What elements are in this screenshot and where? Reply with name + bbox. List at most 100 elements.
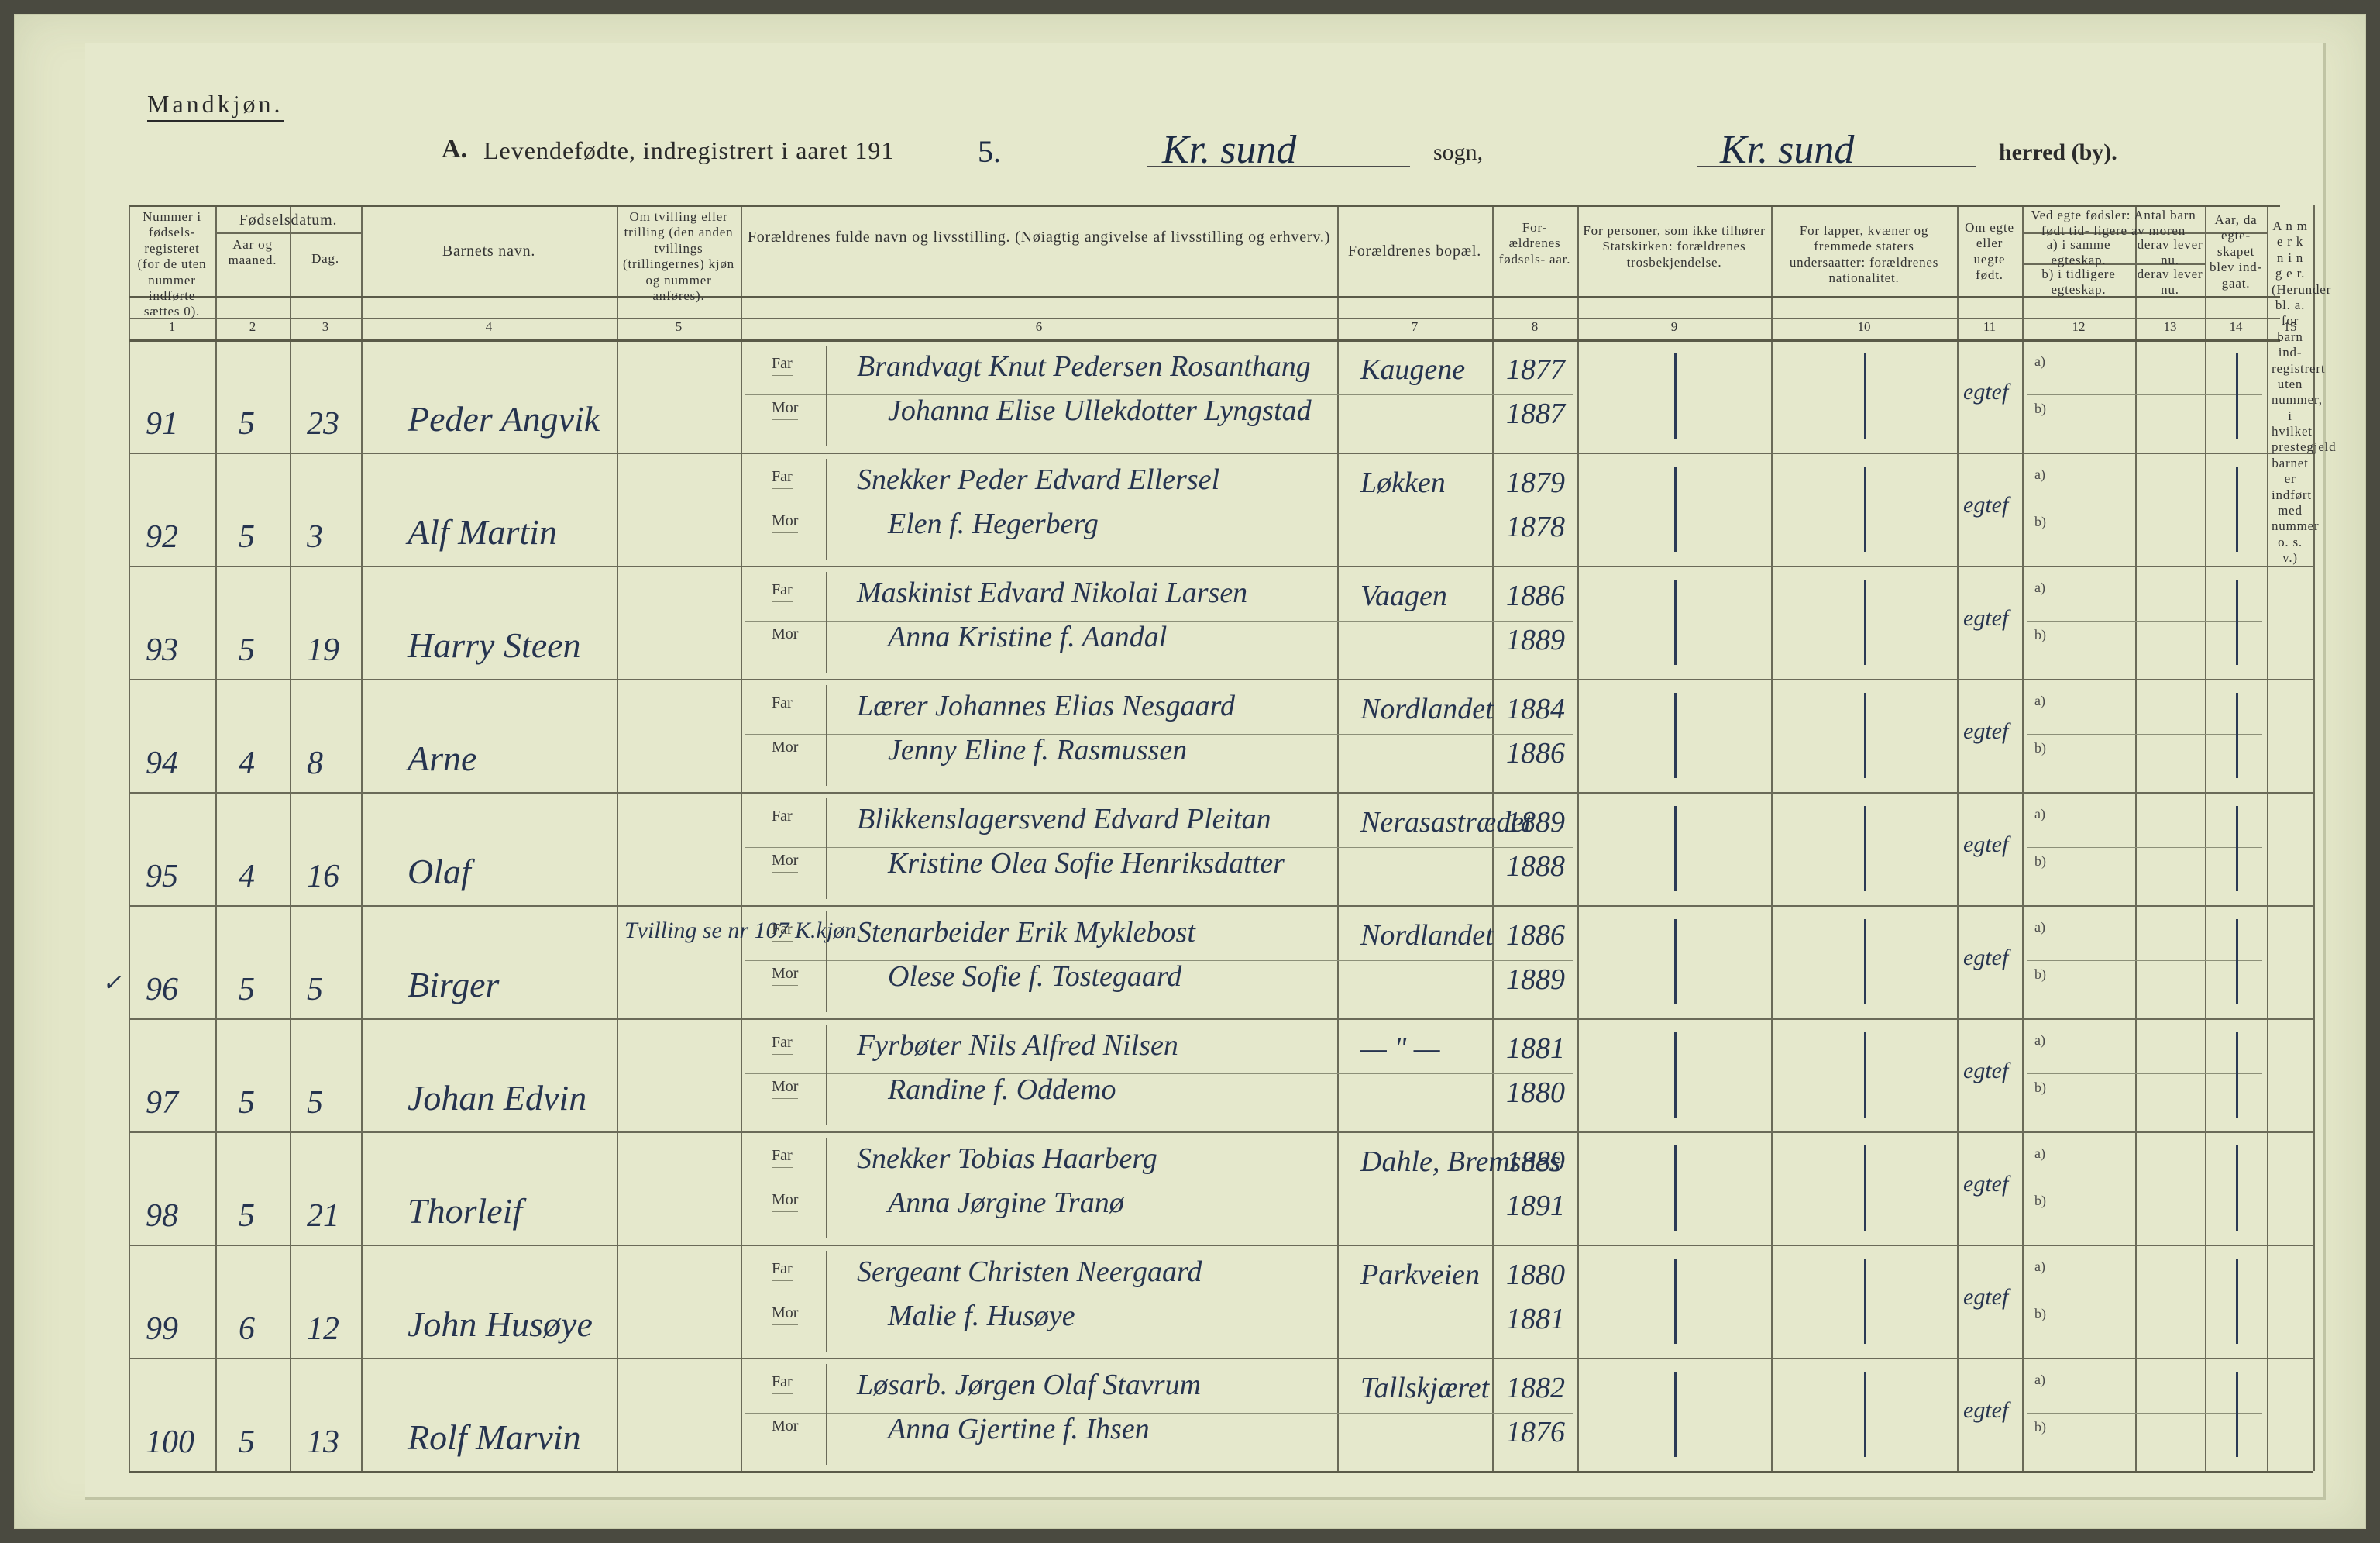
ab-label: b): [2034, 627, 2046, 643]
farmor-label: Far: [772, 694, 793, 715]
handwritten-value: 5: [239, 1087, 255, 1119]
handwritten-value: 5: [239, 521, 255, 553]
col-header: derav lever nu.: [2137, 267, 2203, 293]
handwritten-value: 1889: [1506, 625, 1565, 655]
col-header: Forældrenes fulde navn og livsstilling. …: [741, 228, 1337, 274]
ab-label: b): [2034, 1306, 2046, 1322]
handwritten-value: 19: [307, 634, 339, 666]
ab-label: a): [2034, 1032, 2045, 1049]
handwritten-value: egtef: [1963, 720, 2008, 743]
col-header: For- ældrenes fødsels- aar.: [1495, 220, 1574, 296]
gender-label: Mandkjøn.: [147, 90, 284, 122]
handwritten-value: 16: [307, 860, 339, 893]
farmor-label: Far: [772, 355, 793, 376]
handwritten-value: 1881: [1506, 1304, 1565, 1334]
scan-background: Mandkjøn. A. Levendefødte, indregistrert…: [14, 14, 2366, 1529]
handwritten-value: John Husøye: [408, 1307, 593, 1342]
handwritten-value: 1880: [1506, 1078, 1565, 1107]
col-number: 1: [129, 319, 215, 335]
col-number: 8: [1492, 319, 1577, 335]
handwritten-value: 1881: [1506, 1034, 1565, 1063]
col-number: 9: [1577, 319, 1771, 335]
handwritten-value: Arne: [408, 741, 476, 777]
handwritten-value: Fyrbøter Nils Alfred Nilsen: [857, 1031, 1178, 1060]
handwritten-value: 5: [307, 973, 323, 1006]
col-header: derav lever nu.: [2137, 237, 2203, 263]
ab-label: a): [2034, 1259, 2045, 1275]
handwritten-value: 1878: [1506, 512, 1565, 542]
handwritten-value: 1886: [1506, 921, 1565, 950]
handwritten-value: 1887: [1506, 399, 1565, 429]
handwritten-value: 95: [146, 860, 178, 893]
title-letter: A.: [442, 135, 467, 164]
handwritten-value: Anna Kristine f. Aandal: [888, 622, 1167, 652]
handwritten-value: Parkveien: [1360, 1260, 1480, 1290]
col-header: b) i tidligere egteskap.: [2024, 267, 2134, 293]
handwritten-value: egtef: [1963, 607, 2008, 630]
handwritten-value: 1891: [1506, 1191, 1565, 1221]
handwritten-value: — " —: [1360, 1034, 1440, 1063]
col-header: Om egte eller uegte født.: [1959, 220, 2021, 296]
herred-label: herred (by).: [1999, 139, 2117, 166]
handwritten-value: 100: [146, 1426, 194, 1459]
handwritten-value: Nordlandet: [1360, 694, 1494, 724]
ab-label: a): [2034, 580, 2045, 596]
handwritten-value: egtef: [1963, 1059, 2008, 1083]
handwritten-value: 1889: [1506, 1147, 1565, 1176]
handwritten-value: Sergeant Christen Neergaard: [857, 1257, 1202, 1286]
farmor-label: Mor: [772, 852, 798, 873]
col-number: 14: [2205, 319, 2267, 335]
col-number: 10: [1771, 319, 1957, 335]
handwritten-value: 5: [239, 1200, 255, 1232]
col-number: 15: [2267, 319, 2313, 335]
col-number: 13: [2135, 319, 2205, 335]
handwritten-value: 4: [239, 860, 255, 893]
col-header: a) i samme egteskap.: [2024, 237, 2134, 263]
ab-label: b): [2034, 740, 2046, 756]
farmor-label: Far: [772, 808, 793, 828]
handwritten-value: egtef: [1963, 946, 2008, 970]
handwritten-value: Rolf Marvin: [408, 1420, 581, 1455]
handwritten-value: Alf Martin: [408, 515, 557, 550]
handwritten-value: Anna Jørgine Tranø: [888, 1188, 1124, 1218]
handwritten-value: 13: [307, 1426, 339, 1459]
title-line: A. Levendefødte, indregistrert i aaret 1…: [85, 135, 2323, 181]
ab-label: a): [2034, 1145, 2045, 1162]
handwritten-value: Olese Sofie f. Tostegaard: [888, 962, 1181, 991]
handwritten-value: 1889: [1506, 808, 1565, 837]
col-number: 11: [1957, 319, 2022, 335]
farmor-label: Mor: [772, 625, 798, 646]
handwritten-value: 12: [307, 1313, 339, 1345]
title-main: Levendefødte, indregistrert i aaret 191: [483, 136, 894, 165]
handwritten-value: 1889: [1506, 965, 1565, 994]
title-year-suffix: 5.: [978, 133, 1001, 170]
handwritten-value: 93: [146, 634, 178, 666]
col-header: Ved egte fødsler: Antal barn født tid- l…: [2024, 208, 2203, 231]
col-header: Barnets navn.: [361, 242, 617, 265]
handwritten-value: 6: [239, 1313, 255, 1345]
handwritten-value: Tvilling se nr 107 K.kjøn: [624, 919, 856, 942]
col-header: Aar og maaned.: [218, 237, 287, 293]
handwritten-value: 96: [146, 973, 178, 1006]
farmor-label: Mor: [772, 1078, 798, 1099]
ab-label: b): [2034, 1193, 2046, 1209]
ab-label: b): [2034, 966, 2046, 983]
farmor-label: Far: [772, 468, 793, 489]
handwritten-value: 97: [146, 1087, 178, 1119]
handwritten-value: Snekker Peder Edvard Ellersel: [857, 465, 1219, 494]
handwritten-value: Blikkenslagersvend Edvard Pleitan: [857, 804, 1271, 834]
col-header: For lapper, kvæner og fremmede staters u…: [1776, 223, 1952, 296]
handwritten-value: 99: [146, 1313, 178, 1345]
handwritten-value: 98: [146, 1200, 178, 1232]
handwritten-value: egtef: [1963, 833, 2008, 856]
handwritten-value: 5: [239, 973, 255, 1006]
sogn-label: sogn,: [1433, 139, 1483, 166]
col-number: 3: [290, 319, 361, 335]
farmor-label: Far: [772, 581, 793, 602]
handwritten-value: egtef: [1963, 494, 2008, 517]
col-header: Nummer i fødsels- registeret (for de ute…: [132, 209, 212, 294]
farmor-label: Mor: [772, 1417, 798, 1438]
handwritten-value: Stenarbeider Erik Myklebost: [857, 918, 1195, 947]
handwritten-value: egtef: [1963, 1399, 2008, 1422]
farmor-label: Mor: [772, 512, 798, 533]
